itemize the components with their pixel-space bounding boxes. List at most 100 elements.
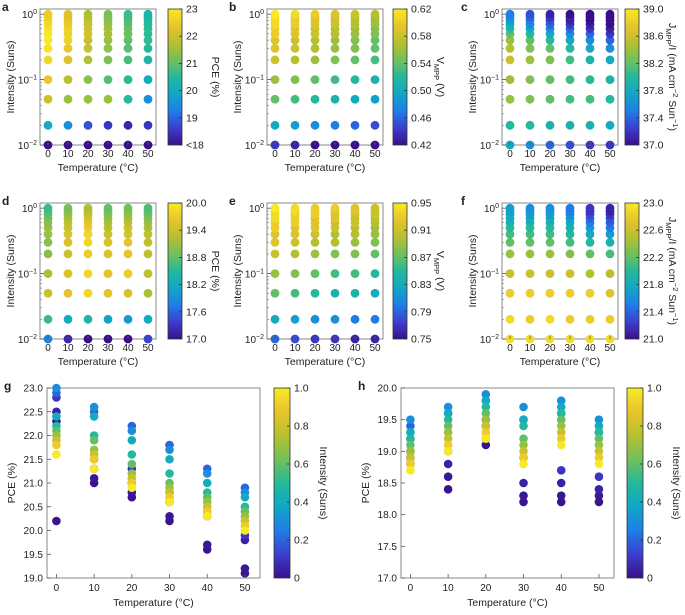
x-tick-label: 10 (62, 149, 74, 160)
data-point (556, 409, 566, 418)
x-tick-label: 0 (54, 583, 60, 594)
data-point (103, 94, 113, 104)
y-axis-label: PCE (%) (360, 463, 372, 504)
colorbar (273, 387, 291, 579)
data-point (270, 75, 280, 84)
x-tick-label: 10 (524, 343, 536, 354)
colorbar-tick-label: 20.0 (186, 198, 207, 210)
panel-label: d (2, 194, 9, 208)
x-tick-label: 20 (480, 583, 492, 594)
x-axis-label: Temperature (°C) (285, 162, 366, 174)
data-point (270, 249, 280, 259)
data-point (123, 55, 133, 65)
data-point (290, 9, 300, 19)
data-point (565, 203, 575, 213)
data-point (43, 269, 53, 278)
colorbar-tick-label: 0 (647, 573, 653, 585)
data-point (63, 288, 73, 298)
colorbar-tick-label: 19.4 (186, 225, 207, 237)
data-point (545, 249, 555, 259)
data-point (165, 511, 174, 521)
panel-label: f (461, 194, 466, 208)
data-point (143, 314, 153, 324)
data-point (556, 478, 566, 488)
data-point (123, 203, 133, 213)
x-axis-label: Temperature (°C) (520, 356, 601, 368)
data-point (505, 43, 515, 53)
y-axis-label: Intensity (Suns) (467, 41, 479, 114)
data-point (103, 75, 113, 84)
data-point (270, 203, 280, 213)
y-tick-label: 100 (484, 203, 499, 215)
data-point (565, 120, 575, 130)
data-point (594, 485, 604, 494)
plot-frame (400, 387, 615, 579)
data-point (83, 249, 93, 259)
data-point (143, 35, 153, 45)
x-tick-label: 50 (142, 149, 154, 160)
data-point (565, 314, 575, 324)
colorbar-label: JMPP/I (mA cm−2 Sun−1) (664, 23, 680, 131)
data-point (330, 35, 340, 45)
x-tick-label: 20 (309, 343, 321, 354)
data-point (585, 314, 595, 324)
data-point (443, 409, 453, 418)
data-point (370, 9, 380, 19)
data-point (525, 55, 535, 65)
data-point (565, 9, 575, 19)
colorbar-tick-label: 37.4 (643, 112, 664, 124)
data-point (585, 249, 595, 259)
data-point (370, 229, 380, 239)
colorbar-label: VMPP (V) (432, 251, 446, 291)
data-point (103, 203, 113, 213)
data-point (83, 288, 93, 298)
data-point (556, 415, 566, 424)
data-point (406, 453, 415, 462)
data-point (240, 564, 250, 573)
data-point (270, 9, 280, 19)
data-point (545, 229, 555, 239)
data-point (63, 35, 73, 45)
data-point (594, 447, 604, 456)
data-point (556, 421, 566, 431)
data-point (43, 75, 53, 84)
data-point (350, 120, 360, 130)
data-point (290, 120, 300, 130)
colorbar-tick-label: 23 (186, 4, 198, 16)
data-point (350, 249, 360, 259)
x-tick-label: 0 (507, 343, 513, 354)
data-point (143, 229, 153, 239)
colorbar-tick-label: 0.79 (411, 306, 432, 318)
data-point (556, 497, 566, 507)
panel-label: c (461, 0, 468, 14)
data-point (290, 237, 300, 247)
data-point (525, 203, 535, 213)
data-point (83, 75, 93, 84)
data-point (525, 229, 535, 239)
data-point (103, 229, 113, 239)
panel-label: h (358, 379, 365, 393)
x-tick-label: 20 (82, 149, 94, 160)
y-axis-label: PCE (%) (6, 463, 18, 504)
plot-frame (266, 8, 384, 146)
data-point (330, 314, 340, 324)
data-point (406, 459, 415, 469)
data-point (565, 288, 575, 298)
x-tick-label: 40 (349, 343, 361, 354)
x-tick-label: 30 (518, 583, 530, 594)
colorbar-tick-label: 21.0 (643, 334, 664, 346)
data-point (443, 459, 453, 469)
data-point (545, 120, 555, 130)
data-point (350, 229, 360, 239)
data-point (525, 288, 535, 298)
panel-label: e (229, 194, 236, 208)
colorbar-tick-label: 37.8 (643, 85, 664, 97)
data-point (505, 75, 515, 84)
y-tick-label: 20.5 (24, 502, 44, 513)
colorbar-tick-label: 22.6 (643, 225, 664, 237)
data-point (310, 229, 320, 239)
data-point (83, 203, 93, 213)
data-point (350, 43, 360, 53)
y-tick-label: 18.0 (378, 510, 398, 521)
x-axis-label: Temperature (°C) (58, 356, 139, 368)
